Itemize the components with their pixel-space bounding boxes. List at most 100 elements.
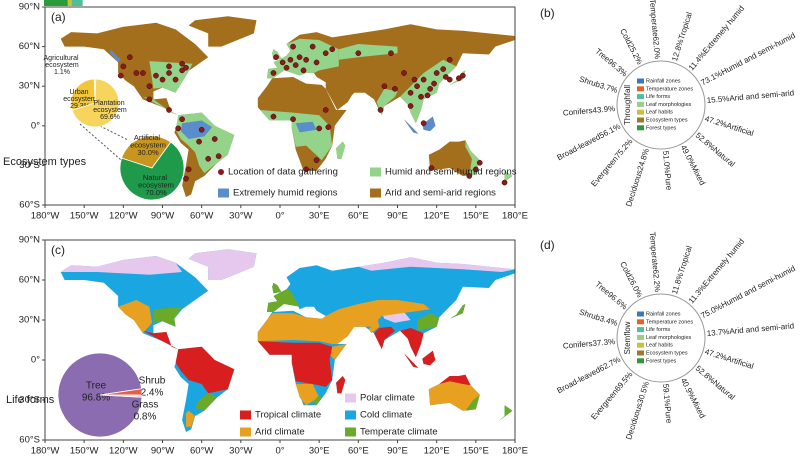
- climate-region: [358, 257, 515, 272]
- bar-label: 13.7%Arid and semi-arid: [706, 321, 794, 338]
- legend-label: Forest types: [646, 125, 677, 131]
- label-group: 51.0%Pure: [661, 150, 673, 191]
- x-tick-label: 90°W: [151, 446, 174, 457]
- bar-category: Artificial: [725, 121, 755, 138]
- bar-label: 47.2%Artificial: [704, 347, 755, 371]
- y-tick-label: 90°N: [19, 2, 40, 13]
- slice-label: Urban ecosystem: [63, 89, 97, 103]
- climate-region: [175, 346, 235, 394]
- site-point: [418, 93, 424, 100]
- site-point: [322, 50, 329, 57]
- climate-region: [110, 49, 121, 63]
- site-point: [120, 63, 127, 70]
- bar-category: Extremely humid: [701, 237, 746, 288]
- site-point: [166, 70, 172, 76]
- legend-swatch: [637, 125, 644, 131]
- y-tick-label: 60°N: [19, 41, 40, 52]
- bar-label: Shrub3.7%: [578, 75, 618, 95]
- bar-label: 51.0%Pure: [661, 150, 673, 191]
- bar-label: Temperate62.0%: [648, 0, 662, 60]
- legend-swatch: [370, 188, 381, 198]
- slice-value: 69.6%: [100, 114, 120, 121]
- site-point: [290, 116, 296, 123]
- pie-title: Ecosystem types: [3, 156, 87, 168]
- bar-value: 26.0%: [626, 275, 644, 299]
- bar-category: Tropical: [677, 245, 694, 275]
- bar-category: Deciduous: [624, 402, 644, 441]
- climate-region: [60, 256, 183, 275]
- climate-region: [266, 289, 300, 312]
- bar-category: Arid and semi-arid: [729, 88, 794, 103]
- site-point: [179, 116, 185, 123]
- climate-region: [188, 249, 257, 280]
- bar-label: Conifers43.9%: [562, 104, 615, 118]
- bar-label: Deciduous30.5%: [624, 380, 651, 440]
- legend-swatch: [240, 427, 251, 437]
- slice-label: Plantation ecosystem: [93, 100, 127, 114]
- legend-marker: [218, 169, 224, 175]
- site-point: [309, 43, 316, 50]
- pie-title: Life forms: [6, 394, 55, 406]
- bar-value: 96.3%: [606, 57, 629, 78]
- x-tick-label: 60°W: [190, 446, 213, 457]
- legend-swatch: [637, 327, 644, 333]
- label-group: Tree96.3%: [593, 47, 629, 79]
- label-group: Evergreen75.2%: [589, 137, 634, 188]
- x-tick-label: 0°: [275, 211, 284, 222]
- site-point: [476, 159, 483, 166]
- pie-slice: [70, 78, 96, 111]
- site-point: [466, 173, 473, 179]
- bar-category: Humid and semi-humid: [720, 31, 797, 77]
- bar-label: Evergreen69.5%: [589, 370, 634, 421]
- y-tick-label: 60°S: [19, 435, 40, 446]
- climate-region: [153, 306, 183, 327]
- slice-value: 96.8%: [82, 393, 110, 404]
- climate-region: [260, 110, 333, 161]
- legend-label: Temperature zones: [646, 86, 693, 92]
- site-point: [127, 54, 133, 61]
- legend-swatch: [637, 101, 644, 107]
- bar-value: 13.7%: [706, 327, 729, 338]
- site-point: [273, 54, 279, 61]
- site-point: [179, 67, 185, 74]
- bar-label: Evergreen75.2%: [589, 137, 634, 188]
- slice-label: Natural ecosystem: [138, 173, 174, 190]
- x-tick-label: 60°W: [190, 211, 213, 222]
- x-tick-label: 120°E: [424, 211, 450, 222]
- site-point: [414, 83, 420, 90]
- site-point: [424, 92, 431, 99]
- slice-label: Shrub: [139, 376, 166, 387]
- bar-label: 15.5%Arid and semi-arid: [706, 88, 794, 105]
- x-tick-label: 180°W: [31, 211, 60, 222]
- label-group: 40.9%Mixed: [679, 377, 707, 420]
- legend-label: Arid climate: [255, 427, 305, 438]
- legend-label: Temperature zones: [646, 319, 693, 325]
- site-point: [377, 107, 384, 113]
- bar-label: 59.1%Pure: [661, 383, 673, 424]
- site-point: [329, 46, 336, 53]
- legend-swatch: [637, 319, 644, 325]
- slice-value: 29.3%: [70, 103, 90, 110]
- bar-value: 43.9%: [592, 104, 615, 115]
- climate-region: [329, 344, 347, 360]
- site-point: [442, 74, 449, 80]
- bar-value: 69.5%: [613, 370, 634, 393]
- legend-label: Leaf habits: [646, 343, 673, 349]
- legend-label: Location of data gathering: [228, 167, 338, 178]
- site-point: [179, 60, 185, 67]
- climate-region: [142, 330, 179, 350]
- site-point: [392, 85, 398, 92]
- site-point: [446, 56, 453, 63]
- climate-region: [186, 410, 196, 427]
- y-tick-label: 60°S: [19, 200, 40, 211]
- legend-swatch: [218, 188, 229, 198]
- bar-value: 3.4%: [599, 314, 619, 328]
- label-group: 52.8%Natural: [694, 364, 737, 402]
- site-point: [411, 76, 418, 83]
- label-group: 15.5%Arid and semi-arid: [706, 88, 794, 105]
- bar-value: 3.7%: [599, 81, 619, 95]
- site-point: [166, 63, 172, 70]
- site-point: [501, 179, 508, 186]
- connector: [79, 123, 122, 161]
- label-group: 52.8%Natural: [694, 131, 737, 169]
